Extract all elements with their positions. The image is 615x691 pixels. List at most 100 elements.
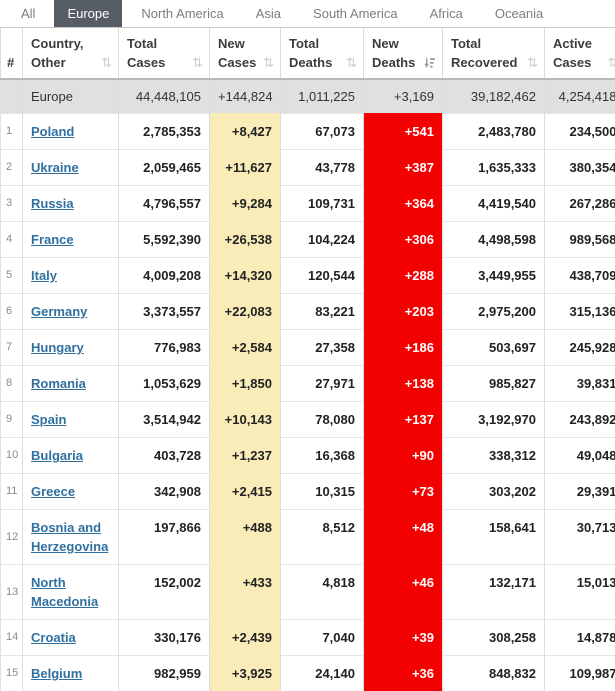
cell-active-cases: 989,568 (545, 222, 615, 258)
cell-active-cases: 245,928 (545, 330, 615, 366)
cell-total-recovered: 3,192,970 (443, 402, 545, 438)
cell-new-cases: +2,439 (210, 620, 281, 656)
country-link-germany[interactable]: Germany (31, 304, 87, 319)
cell-total-recovered: 2,483,780 (443, 114, 545, 150)
column-label-line1: New (372, 34, 436, 53)
sort-icon[interactable]: ⇅ (101, 57, 112, 69)
column-label-line2: Cases (218, 53, 256, 72)
sort-icon[interactable]: ⇅ (263, 57, 274, 69)
cell-total-cases: 3,514,942 (119, 402, 210, 438)
cell-active-cases: 15,013 (545, 565, 615, 620)
sort-desc-icon[interactable] (424, 57, 436, 69)
cell-new-deaths: +90 (364, 438, 443, 474)
column-label-line2: Cases (127, 53, 165, 72)
cell-total-deaths: 8,512 (281, 510, 364, 565)
column-header-country[interactable]: Country,Other⇅ (23, 28, 119, 79)
tab-europe[interactable]: Europe (54, 0, 122, 27)
cell-total-deaths: 78,080 (281, 402, 364, 438)
country-link-romania[interactable]: Romania (31, 376, 86, 391)
cell-country: France (23, 222, 119, 258)
cell-index: 13 (1, 565, 23, 620)
country-link-belgium[interactable]: Belgium (31, 666, 82, 681)
cell-active-cases: 14,878 (545, 620, 615, 656)
sort-icon[interactable]: ⇅ (192, 57, 203, 69)
cell-total-deaths: 16,368 (281, 438, 364, 474)
cell-total-deaths: 27,971 (281, 366, 364, 402)
cell-total-recovered: 338,312 (443, 438, 545, 474)
cell-total-deaths: 43,778 (281, 150, 364, 186)
sort-icon[interactable]: ⇅ (608, 57, 615, 69)
country-link-bulgaria[interactable]: Bulgaria (31, 448, 83, 463)
country-link-ukraine[interactable]: Ukraine (31, 160, 79, 175)
country-link-italy[interactable]: Italy (31, 268, 57, 283)
sort-icon[interactable]: ⇅ (527, 57, 538, 69)
cell-new-deaths: +387 (364, 150, 443, 186)
cell-new-deaths: +36 (364, 656, 443, 691)
cell-total-cases: 403,728 (119, 438, 210, 474)
cell-total-cases: 4,009,208 (119, 258, 210, 294)
cell-country: Russia (23, 186, 119, 222)
cell-active-cases: 438,709 (545, 258, 615, 294)
cell-active-cases: 30,713 (545, 510, 615, 565)
cell-new-deaths: +306 (364, 222, 443, 258)
cell-active-cases: 234,500 (545, 114, 615, 150)
cell-new-deaths: +48 (364, 510, 443, 565)
cell-new-cases: +3,925 (210, 656, 281, 691)
tab-oceania[interactable]: Oceania (482, 0, 556, 27)
cell-active-cases: 39,831 (545, 366, 615, 402)
cell-total-cases: 197,866 (119, 510, 210, 565)
cell-total-recovered: 4,498,598 (443, 222, 545, 258)
cell-country: Romania (23, 366, 119, 402)
tab-north-america[interactable]: North America (128, 0, 236, 27)
country-link-russia[interactable]: Russia (31, 196, 74, 211)
country-link-france[interactable]: France (31, 232, 74, 247)
country-link-spain[interactable]: Spain (31, 412, 66, 427)
cell-index: 15 (1, 656, 23, 691)
cell-total-cases: 2,059,465 (119, 150, 210, 186)
cell-index (1, 79, 23, 114)
column-label-line1: New (218, 34, 274, 53)
cell-index: 9 (1, 402, 23, 438)
tab-south-america[interactable]: South America (300, 0, 411, 27)
country-link-hungary[interactable]: Hungary (31, 340, 84, 355)
cell-new-cases: +22,083 (210, 294, 281, 330)
cell-new-deaths: +364 (364, 186, 443, 222)
cell-new-deaths: +39 (364, 620, 443, 656)
cell-total-recovered: 503,697 (443, 330, 545, 366)
cell-total-recovered: 848,832 (443, 656, 545, 691)
column-label-line2: # (7, 53, 14, 72)
cell-total-deaths: 10,315 (281, 474, 364, 510)
column-label-line2: Cases (553, 53, 591, 72)
cell-new-deaths: +186 (364, 330, 443, 366)
country-link-croatia[interactable]: Croatia (31, 630, 76, 645)
country-link-poland[interactable]: Poland (31, 124, 74, 139)
cell-total-deaths: 120,544 (281, 258, 364, 294)
sort-icon[interactable]: ⇅ (346, 57, 357, 69)
tab-all[interactable]: All (8, 0, 48, 27)
country-link-bosnia-and-herzegovina[interactable]: Bosnia and Herzegovina (31, 520, 108, 554)
country-link-north-macedonia[interactable]: North Macedonia (31, 575, 98, 609)
cell-index: 6 (1, 294, 23, 330)
tab-asia[interactable]: Asia (243, 0, 294, 27)
cell-country: Hungary (23, 330, 119, 366)
cell-new-deaths: +3,169 (364, 79, 443, 114)
tab-africa[interactable]: Africa (417, 0, 476, 27)
column-header-index[interactable]: # (1, 28, 23, 79)
country-link-greece[interactable]: Greece (31, 484, 75, 499)
cell-index: 8 (1, 366, 23, 402)
cell-index: 14 (1, 620, 23, 656)
